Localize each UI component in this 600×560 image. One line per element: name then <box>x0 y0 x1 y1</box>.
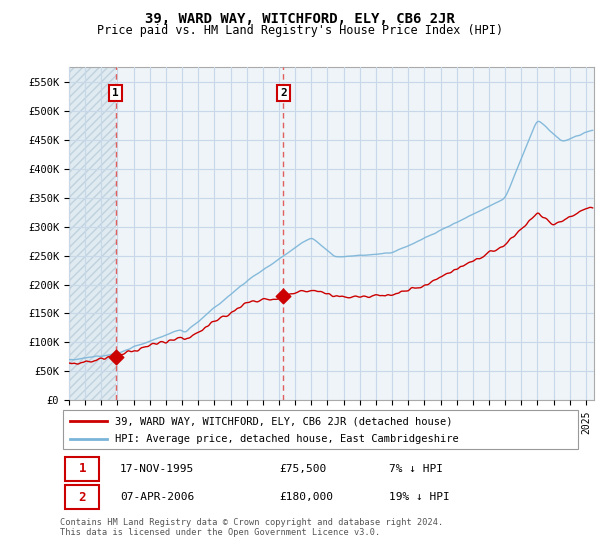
Text: 07-APR-2006: 07-APR-2006 <box>120 492 194 502</box>
FancyBboxPatch shape <box>65 457 99 480</box>
FancyBboxPatch shape <box>62 410 578 449</box>
Text: 39, WARD WAY, WITCHFORD, ELY, CB6 2JR (detached house): 39, WARD WAY, WITCHFORD, ELY, CB6 2JR (d… <box>115 417 452 426</box>
Text: Contains HM Land Registry data © Crown copyright and database right 2024.
This d: Contains HM Land Registry data © Crown c… <box>60 518 443 538</box>
Text: Price paid vs. HM Land Registry's House Price Index (HPI): Price paid vs. HM Land Registry's House … <box>97 24 503 37</box>
Text: 7% ↓ HPI: 7% ↓ HPI <box>389 464 443 474</box>
Text: 39, WARD WAY, WITCHFORD, ELY, CB6 2JR: 39, WARD WAY, WITCHFORD, ELY, CB6 2JR <box>145 12 455 26</box>
Point <box>278 292 288 301</box>
Text: 1: 1 <box>112 88 119 98</box>
Point <box>111 352 121 361</box>
Text: 2: 2 <box>280 88 287 98</box>
Text: £75,500: £75,500 <box>279 464 326 474</box>
Text: 19% ↓ HPI: 19% ↓ HPI <box>389 492 449 502</box>
Text: 17-NOV-1995: 17-NOV-1995 <box>120 464 194 474</box>
Text: 1: 1 <box>79 463 86 475</box>
Text: HPI: Average price, detached house, East Cambridgeshire: HPI: Average price, detached house, East… <box>115 434 458 444</box>
Bar <box>69 67 116 400</box>
Text: £180,000: £180,000 <box>279 492 333 502</box>
FancyBboxPatch shape <box>65 486 99 509</box>
Text: 2: 2 <box>79 491 86 503</box>
